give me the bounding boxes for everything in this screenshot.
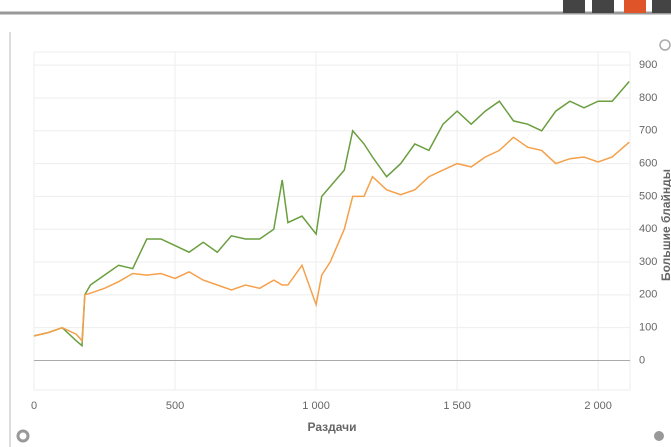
series-line xyxy=(33,81,630,348)
x-tick-label: 0 xyxy=(31,400,37,412)
close-button[interactable] xyxy=(592,0,614,13)
y-tick-label: 0 xyxy=(639,354,645,366)
y-tick-label: 600 xyxy=(639,157,657,169)
x-tick-label: 1 500 xyxy=(443,400,471,412)
save-button[interactable] xyxy=(563,0,585,13)
y-tick-label: 900 xyxy=(639,59,657,71)
y-tick-label: 200 xyxy=(639,289,657,301)
x-tick-label: 1 000 xyxy=(302,400,330,412)
y-axis-title: Большие блайнды xyxy=(659,169,671,281)
series-line xyxy=(33,136,630,343)
x-tick-label: 500 xyxy=(166,400,184,412)
plot-area xyxy=(33,51,631,391)
y-tick-label: 800 xyxy=(639,92,657,104)
table-button[interactable] xyxy=(652,0,671,13)
info-icon[interactable] xyxy=(654,431,664,441)
y-tick-label: 300 xyxy=(639,256,657,268)
x-axis-title: Раздачи xyxy=(308,420,357,434)
y-tick-label: 100 xyxy=(639,322,657,334)
x-tick-label: 2 000 xyxy=(584,400,612,412)
settings-icon[interactable] xyxy=(16,429,30,443)
y-tick-label: 400 xyxy=(639,223,657,235)
y-tick-label: 700 xyxy=(639,125,657,137)
toolbar xyxy=(0,0,671,12)
chart-button[interactable] xyxy=(624,0,646,13)
y-tick-label: 500 xyxy=(639,190,657,202)
zoom-icon[interactable] xyxy=(659,39,671,51)
